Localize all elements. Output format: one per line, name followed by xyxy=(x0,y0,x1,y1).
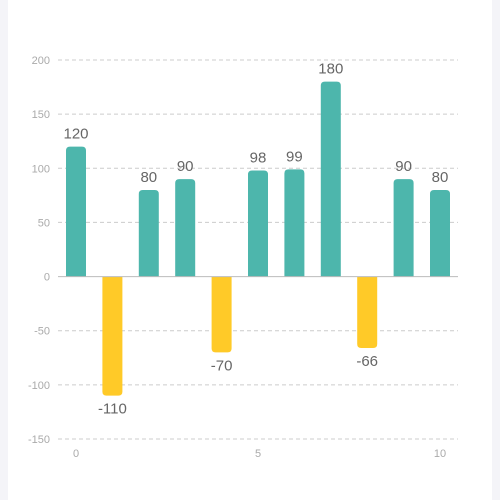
data-label: 90 xyxy=(395,158,412,175)
bar-positive[interactable] xyxy=(393,179,414,277)
bar-positive[interactable] xyxy=(175,179,196,277)
data-label: 99 xyxy=(286,148,303,165)
y-tick-label: 150 xyxy=(32,109,50,121)
x-axis-tick-labels: 0 5 10 xyxy=(73,448,446,460)
bar-positive[interactable] xyxy=(248,170,268,277)
data-label: 90 xyxy=(177,158,194,175)
data-labels: 120 -110 80 90 -70 98 99 180 -66 90 80 xyxy=(63,61,448,418)
data-label: 80 xyxy=(140,169,157,186)
y-tick-label: -50 xyxy=(34,326,50,338)
x-tick-label: 5 xyxy=(255,448,261,460)
y-tick-label: -150 xyxy=(28,434,50,446)
bars xyxy=(66,81,450,396)
bar-positive[interactable] xyxy=(66,146,86,277)
data-label: 80 xyxy=(432,169,449,186)
data-label: 98 xyxy=(250,149,267,166)
bar-positive[interactable] xyxy=(284,169,305,277)
data-label: -70 xyxy=(211,357,233,374)
y-tick-label: 50 xyxy=(38,217,50,229)
y-tick-label: 200 xyxy=(32,55,50,67)
x-tick-label: 10 xyxy=(434,448,446,460)
y-tick-label: 100 xyxy=(32,163,50,175)
data-label: 180 xyxy=(318,61,343,78)
y-tick-label: 0 xyxy=(44,272,50,284)
bar-negative[interactable] xyxy=(357,276,378,349)
y-axis-tick-labels: 200 150 100 50 0 -50 -100 -150 xyxy=(28,55,50,446)
data-label: 120 xyxy=(63,126,88,143)
bar-negative[interactable] xyxy=(102,276,123,396)
data-label: -110 xyxy=(98,401,127,418)
data-label: -66 xyxy=(356,353,378,370)
y-tick-label: -100 xyxy=(28,380,50,392)
bar-positive[interactable] xyxy=(320,81,341,277)
bar-positive[interactable] xyxy=(138,189,159,277)
bar-negative[interactable] xyxy=(211,276,232,353)
x-tick-label: 0 xyxy=(73,448,79,460)
bar-positive[interactable] xyxy=(430,189,450,277)
